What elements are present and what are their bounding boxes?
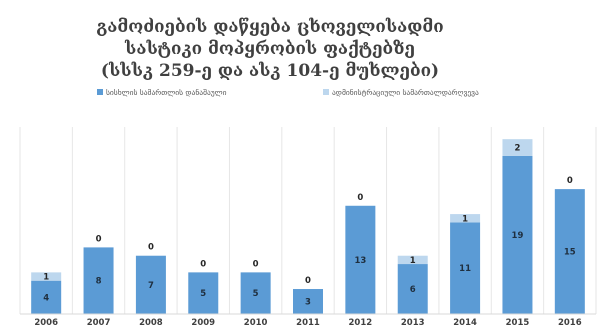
data-label-2008-criminal: 7 [148,281,154,291]
x-tick-label-2015: 2015 [506,318,530,327]
x-tick-label-2014: 2014 [453,318,477,327]
bar-segment-2013-criminal [397,264,428,314]
data-label-2010-criminal: 5 [253,289,259,299]
chart-title-line-1: გამოძიების დაწყება ცხოველისადმი [96,17,443,37]
bar-segment-2013-administrative [397,255,428,265]
legend-swatch-criminal [97,89,103,95]
chart-title-line-2: სასტიკი მოპყრობის ფაქტებზე [124,39,415,59]
x-tick-label-2006: 2006 [34,318,58,327]
chart-grid [19,127,597,314]
bar-segment-2014-administrative [450,214,481,223]
data-label-2014-administrative: 1 [462,214,468,224]
x-tick-label-2013: 2013 [401,318,425,327]
chart-title: გამოძიების დაწყება ცხოველისადმი სასტიკი … [96,17,443,81]
data-label-2009-administrative: 0 [200,259,206,269]
data-label-2013-criminal: 6 [410,285,416,295]
bar-segment-2006-criminal [31,280,62,314]
data-label-2011-administrative: 0 [305,276,311,286]
chart-legend: სისხლის სამართლის დანაშაული ადმინისტრაცი… [97,88,479,97]
bar-segment-2016-criminal [554,189,585,314]
data-label-2006-criminal: 4 [43,293,49,303]
chart-x-axis: 2006 2007 2008 2009 2010 2011 2012 2013 2014 2015… [20,313,596,327]
data-label-2007-administrative: 0 [96,234,102,244]
bar-segment-2008-criminal [135,255,166,314]
bar-segment-2014-criminal [450,222,481,314]
bar-segment-2006-administrative [31,272,62,281]
data-label-2011-criminal: 3 [305,298,311,308]
chart-title-line-3: (სსსკ 259-ე და ასკ 104-ე მუხლები) [101,61,439,81]
bar-segment-2012-criminal [345,205,376,314]
x-tick-label-2012: 2012 [349,318,373,327]
bar-segment-2015-criminal [502,155,533,314]
legend-label-administrative: ადმინისტრაციული სამართალდარღვევა [332,88,479,97]
bar-segment-2009-criminal [188,272,219,314]
legend-swatch-administrative [323,89,329,95]
x-tick-label-2007: 2007 [87,318,111,327]
data-label-2012-criminal: 13 [354,256,366,266]
x-tick-label-2011: 2011 [296,318,320,327]
data-label-2007-criminal: 8 [96,277,102,287]
data-label-2016-administrative: 0 [567,176,573,186]
data-label-2008-administrative: 0 [148,243,154,253]
data-label-2010-administrative: 0 [253,259,259,269]
data-label-2016-criminal: 15 [564,248,576,258]
data-label-2013-administrative: 1 [410,256,416,266]
x-tick-label-2016: 2016 [558,318,582,327]
bar-segment-2015-administrative [502,139,533,156]
bar-segment-2011-criminal [293,289,323,314]
data-label-2014-criminal: 11 [459,264,471,274]
bar-segment-2010-criminal [240,272,271,314]
bar-segment-2007-criminal [83,247,114,314]
data-label-2009-criminal: 5 [200,289,206,299]
data-label-2015-administrative: 2 [514,143,520,153]
data-label-2012-administrative: 0 [357,193,363,203]
data-label-2015-criminal: 19 [512,231,524,241]
data-label-2006-administrative: 1 [43,273,49,283]
chart-bars [31,139,585,314]
x-tick-label-2008: 2008 [139,318,163,327]
x-tick-label-2010: 2010 [244,318,268,327]
x-tick-label-2009: 2009 [191,318,215,327]
legend-label-criminal: სისხლის სამართლის დანაშაული [106,88,227,97]
